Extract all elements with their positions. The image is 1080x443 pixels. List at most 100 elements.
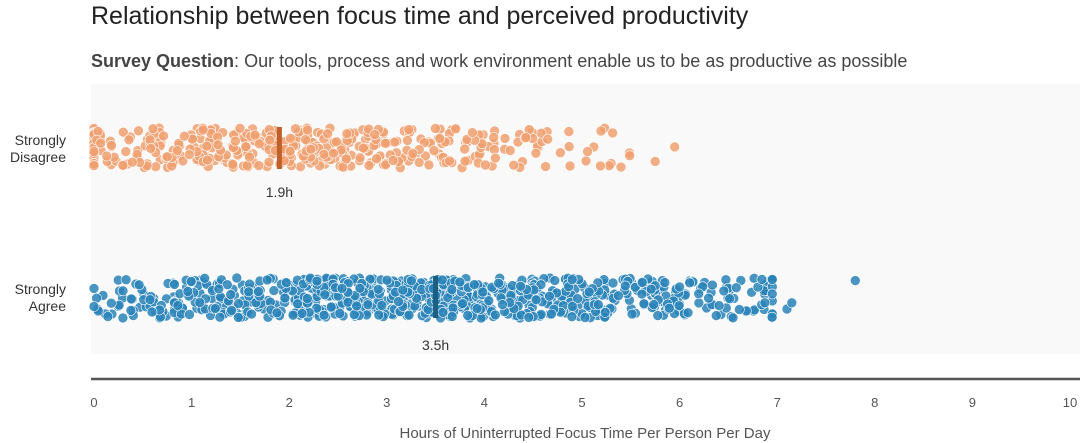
data-point <box>184 149 195 160</box>
data-point <box>682 307 694 319</box>
data-point <box>88 160 100 171</box>
data-point <box>583 286 595 298</box>
data-point <box>117 312 129 324</box>
data-point <box>106 297 117 309</box>
data-point <box>582 146 593 157</box>
data-point <box>158 130 169 142</box>
data-point <box>540 161 551 172</box>
data-point <box>348 309 360 320</box>
data-point <box>488 132 500 143</box>
data-point <box>172 145 183 156</box>
data-point <box>497 299 508 310</box>
data-point <box>566 274 578 285</box>
data-point <box>284 133 296 144</box>
data-point <box>467 127 478 138</box>
data-point <box>263 156 275 168</box>
data-point <box>607 127 618 139</box>
data-point <box>117 285 129 297</box>
median-label: 3.5h <box>422 337 449 353</box>
data-point <box>567 301 578 312</box>
data-point <box>147 123 159 134</box>
data-point <box>499 133 511 144</box>
data-point <box>407 148 419 159</box>
data-point <box>225 289 236 300</box>
x-tick-label: 6 <box>676 395 683 410</box>
data-point <box>615 161 627 173</box>
data-point <box>162 151 173 163</box>
data-point <box>311 275 323 287</box>
data-point <box>331 136 342 148</box>
chart-subtitle: Survey Question: Our tools, process and … <box>91 51 907 72</box>
data-point <box>734 304 745 315</box>
data-point <box>227 159 239 170</box>
data-point <box>123 134 135 146</box>
data-point <box>457 298 468 309</box>
data-point <box>354 152 366 164</box>
data-point <box>649 156 661 167</box>
data-point <box>197 124 209 136</box>
data-point <box>126 293 137 305</box>
data-point <box>328 147 339 159</box>
data-point <box>849 275 861 286</box>
data-point <box>446 311 458 322</box>
subtitle-separator: : <box>234 51 245 71</box>
data-point <box>636 277 648 288</box>
data-point <box>603 160 615 171</box>
data-point <box>340 153 352 165</box>
data-point <box>403 309 415 321</box>
data-point <box>102 311 114 322</box>
data-point <box>199 272 210 284</box>
data-point <box>595 160 606 172</box>
data-point <box>572 293 583 304</box>
data-point <box>730 282 742 294</box>
data-point <box>664 302 675 314</box>
data-point <box>210 303 221 314</box>
subtitle-prefix: Survey Question <box>91 51 235 71</box>
data-point <box>373 309 385 321</box>
data-point <box>434 133 446 144</box>
data-point <box>325 301 337 313</box>
x-tick-label: 7 <box>774 395 781 410</box>
data-point <box>450 123 462 135</box>
data-point <box>645 283 657 295</box>
data-point <box>354 282 366 294</box>
data-point <box>246 308 257 320</box>
data-point <box>120 146 132 157</box>
x-axis-title: Hours of Uninterrupted Focus Time Per Pe… <box>400 425 771 442</box>
data-point <box>674 281 685 293</box>
data-point <box>756 274 768 285</box>
data-point <box>592 299 604 310</box>
data-point <box>369 129 381 140</box>
data-point <box>202 154 213 166</box>
subtitle-text: Our tools, process and work environment … <box>244 51 908 71</box>
data-point <box>659 277 671 288</box>
x-tick-label: 4 <box>481 395 488 410</box>
data-point <box>638 298 650 310</box>
data-point <box>88 146 100 157</box>
data-point <box>563 141 575 152</box>
data-point <box>253 286 264 297</box>
x-tick-label: 9 <box>969 395 976 410</box>
data-point <box>95 137 106 149</box>
data-point <box>185 276 197 287</box>
data-point <box>194 297 206 308</box>
data-point <box>182 286 194 297</box>
data-point <box>454 276 466 288</box>
data-point <box>322 128 334 139</box>
chart-title: Relationship between focus time and perc… <box>91 2 749 30</box>
data-point <box>564 160 576 172</box>
data-point <box>201 140 213 152</box>
data-point <box>88 301 100 312</box>
data-point <box>520 132 532 143</box>
data-point <box>268 285 280 296</box>
data-point <box>493 277 504 289</box>
data-point <box>423 159 435 171</box>
data-point <box>607 277 619 289</box>
data-point <box>287 309 299 321</box>
data-point <box>336 283 348 294</box>
data-point <box>133 279 145 291</box>
data-point <box>234 123 246 134</box>
data-point <box>253 138 265 150</box>
data-point <box>727 312 739 324</box>
